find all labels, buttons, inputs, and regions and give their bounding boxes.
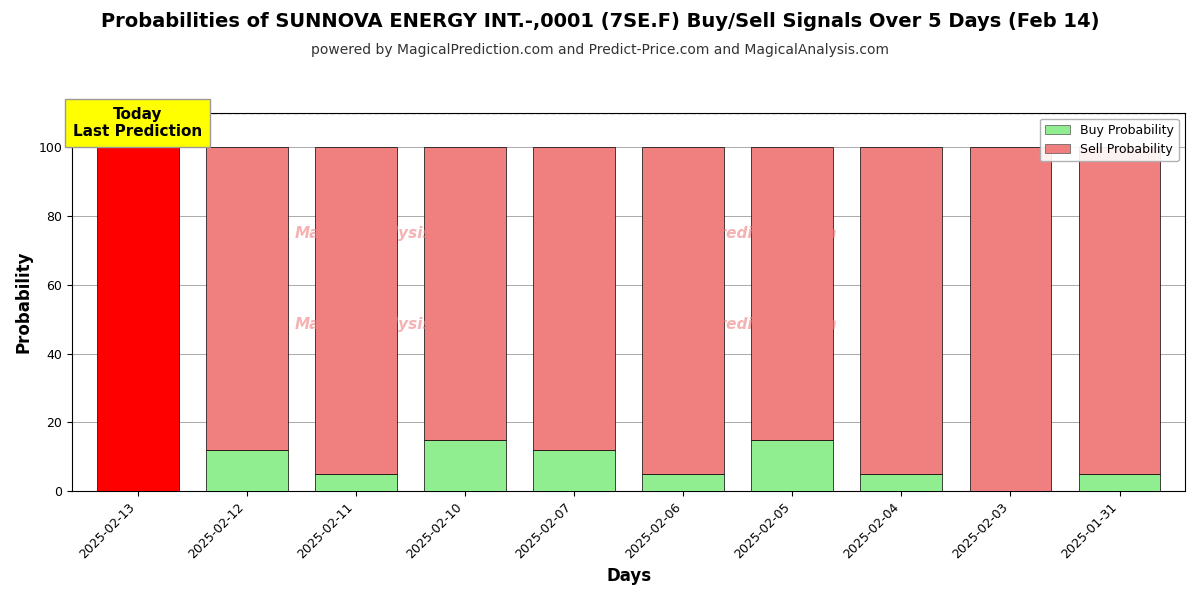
Bar: [970, 147, 1051, 491]
Bar: [751, 147, 833, 440]
Legend: Buy Probability, Sell Probability: Buy Probability, Sell Probability: [1040, 119, 1178, 161]
Text: MagicalPrediction.com: MagicalPrediction.com: [642, 226, 838, 241]
Bar: [314, 474, 397, 491]
Text: Today
Last Prediction: Today Last Prediction: [73, 107, 203, 139]
Bar: [206, 450, 288, 491]
Bar: [860, 474, 942, 491]
Text: Probabilities of SUNNOVA ENERGY INT.-,0001 (7SE.F) Buy/Sell Signals Over 5 Days : Probabilities of SUNNOVA ENERGY INT.-,00…: [101, 12, 1099, 31]
Bar: [533, 147, 614, 450]
Text: MagicalPrediction.com: MagicalPrediction.com: [642, 317, 838, 332]
Bar: [642, 147, 724, 474]
Bar: [533, 450, 614, 491]
Y-axis label: Probability: Probability: [16, 251, 34, 353]
Text: MagicalAnalysis.com: MagicalAnalysis.com: [294, 226, 473, 241]
Bar: [424, 440, 506, 491]
Text: powered by MagicalPrediction.com and Predict-Price.com and MagicalAnalysis.com: powered by MagicalPrediction.com and Pre…: [311, 43, 889, 57]
Bar: [424, 147, 506, 440]
Bar: [642, 474, 724, 491]
Bar: [860, 147, 942, 474]
Bar: [97, 147, 179, 491]
Bar: [206, 147, 288, 450]
Text: MagicalAnalysis.com: MagicalAnalysis.com: [294, 317, 473, 332]
X-axis label: Days: Days: [606, 567, 652, 585]
Bar: [751, 440, 833, 491]
Bar: [1079, 474, 1160, 491]
Bar: [314, 147, 397, 474]
Bar: [1079, 147, 1160, 474]
